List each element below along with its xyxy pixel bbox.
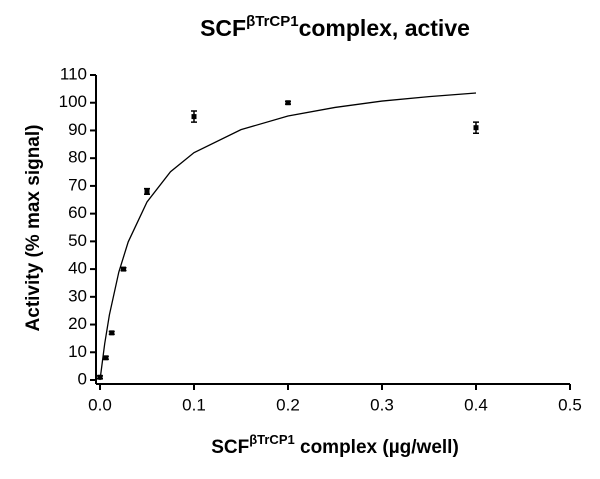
y-tick-label: 60 <box>68 203 87 222</box>
data-point <box>473 125 479 131</box>
y-tick-label: 20 <box>68 314 87 333</box>
fit-curve <box>99 92 477 381</box>
y-tick-label: 90 <box>68 120 87 139</box>
data-point <box>285 100 291 106</box>
y-tick-label: 10 <box>68 342 87 361</box>
y-tick-label: 70 <box>68 175 87 194</box>
xlabel-superscript: βTrCP1 <box>249 432 295 447</box>
y-tick-label: 40 <box>68 259 87 278</box>
y-tick-label: 30 <box>68 286 87 305</box>
y-tick-label: 110 <box>60 64 87 83</box>
y-axis-label: Activity (% max signal) <box>23 125 44 332</box>
x-tick-label: 0.2 <box>276 395 300 414</box>
data-point <box>144 188 150 194</box>
x-axis-label: SCFβTrCP1 complex (µg/well) <box>211 432 459 458</box>
chart-title: SCFβTrCP1complex, active <box>200 13 470 41</box>
data-point <box>103 355 109 361</box>
data-point <box>109 330 115 336</box>
x-tick-label: 0.4 <box>464 395 488 414</box>
y-tick-label: 50 <box>68 231 87 250</box>
title-part: complex, active <box>299 15 470 41</box>
data-point <box>97 374 103 380</box>
x-tick-label: 0.3 <box>370 395 394 414</box>
y-tick-label: 100 <box>59 92 87 111</box>
xlabel-part: SCF <box>211 437 249 458</box>
y-tick-label: 80 <box>68 148 87 167</box>
data-point <box>121 266 126 272</box>
x-tick-label: 0.5 <box>558 395 582 414</box>
x-tick-label: 0.1 <box>182 395 206 414</box>
title-part: SCF <box>200 15 246 41</box>
data-point <box>191 114 197 120</box>
title-superscript: βTrCP1 <box>246 13 299 30</box>
y-tick-label: 0 <box>78 369 87 388</box>
xlabel-part: complex (µg/well) <box>295 437 459 458</box>
x-tick-label: 0.0 <box>88 395 112 414</box>
